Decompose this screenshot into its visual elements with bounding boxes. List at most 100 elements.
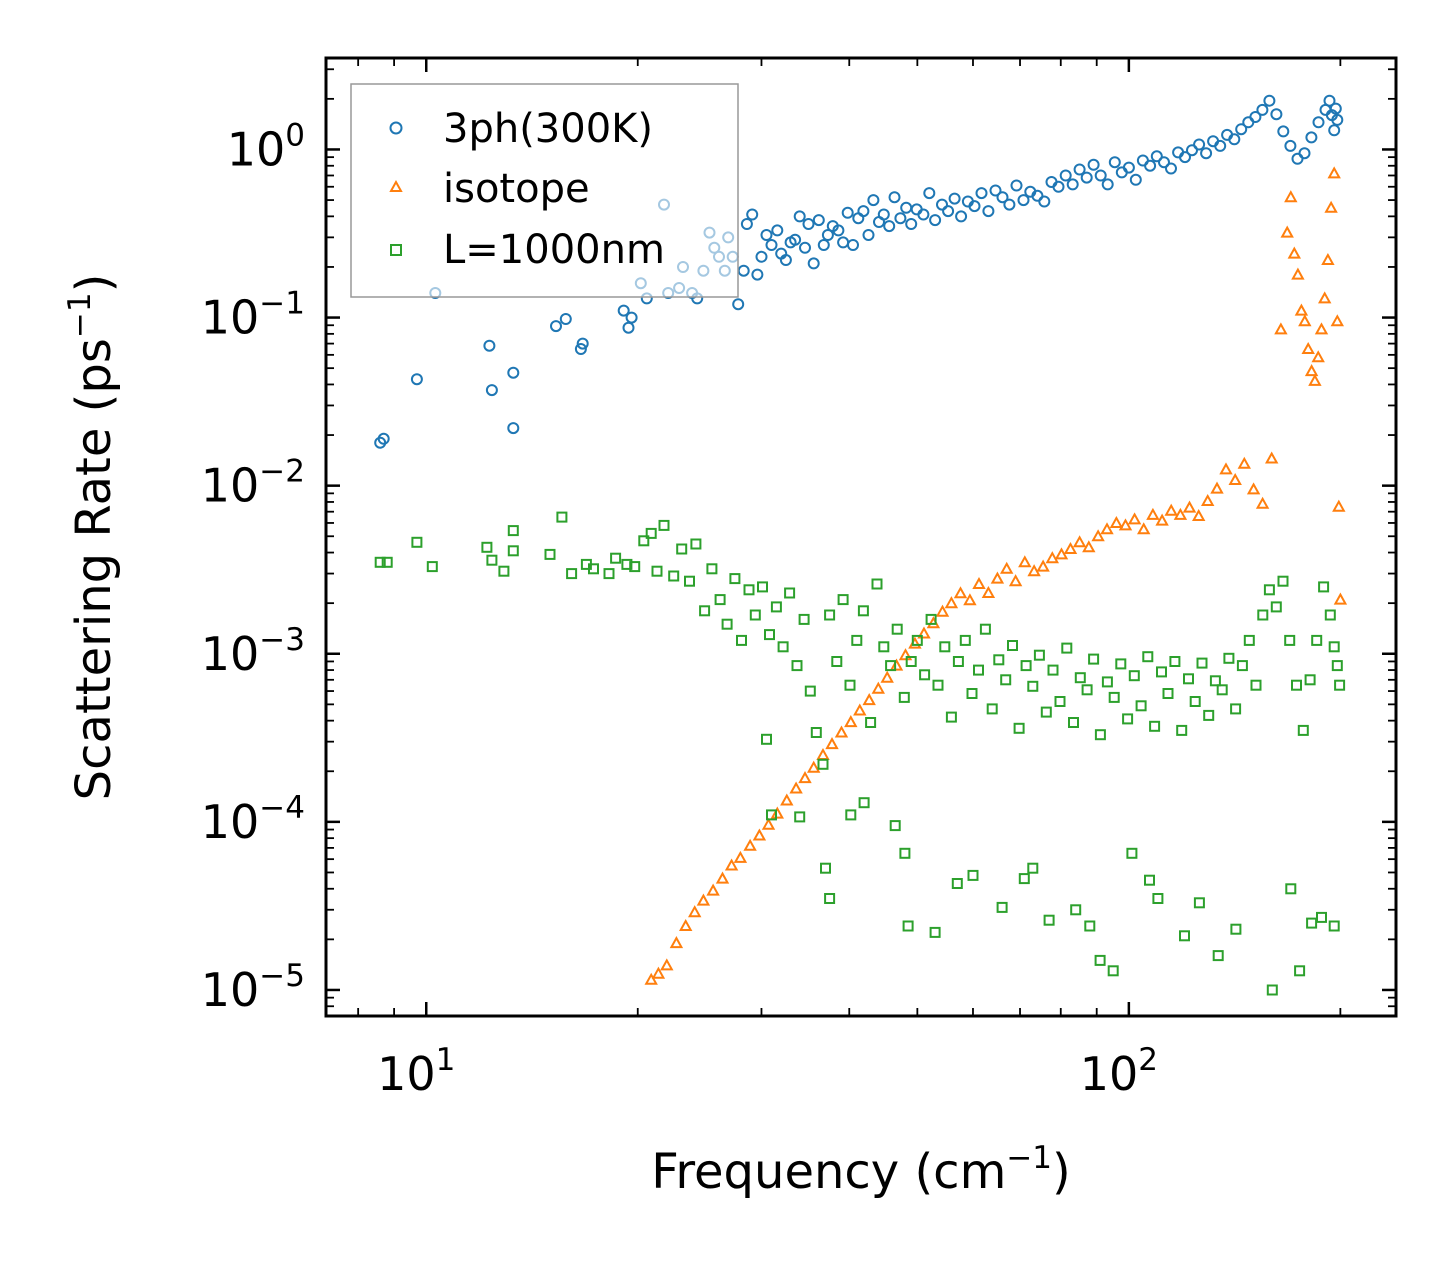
data-point xyxy=(751,268,764,281)
y-tick-label: 10−2 xyxy=(201,454,305,513)
data-point xyxy=(929,214,942,227)
data-point xyxy=(1073,163,1086,176)
data-point xyxy=(936,198,948,211)
data-point xyxy=(902,920,914,932)
data-point xyxy=(986,703,998,715)
data-point xyxy=(948,192,961,205)
data-point xyxy=(1118,518,1133,531)
data-point xyxy=(891,623,903,635)
x-axis-label: Frequency (cm−1) xyxy=(651,1140,1071,1200)
data-point xyxy=(507,545,519,557)
data-point xyxy=(1164,503,1178,516)
data-point xyxy=(481,541,493,553)
data-point xyxy=(832,224,845,237)
data-point xyxy=(411,536,423,548)
data-point xyxy=(1265,451,1279,464)
data-point xyxy=(1209,675,1221,687)
data-point xyxy=(706,883,720,896)
data-point xyxy=(1203,709,1215,721)
data-point xyxy=(1162,688,1174,699)
data-point xyxy=(1087,158,1100,171)
data-point xyxy=(857,605,869,617)
data-point xyxy=(733,850,748,863)
data-point xyxy=(498,565,510,577)
data-point xyxy=(770,601,782,613)
data-point xyxy=(791,660,803,672)
data-point xyxy=(779,254,792,266)
data-point xyxy=(1312,116,1325,129)
data-point xyxy=(737,264,750,277)
data-point xyxy=(1094,729,1106,741)
data-point xyxy=(603,568,615,580)
data-point xyxy=(1146,507,1160,520)
data-point xyxy=(1277,575,1289,587)
data-point xyxy=(807,257,820,270)
data-point xyxy=(794,811,806,823)
data-point xyxy=(1193,897,1205,909)
data-point xyxy=(834,725,849,738)
data-point xyxy=(1277,125,1290,138)
data-point xyxy=(1285,883,1297,895)
data-point xyxy=(996,191,1009,204)
data-point xyxy=(867,194,880,207)
data-point xyxy=(911,634,923,646)
data-point xyxy=(1329,102,1342,115)
data-point xyxy=(789,233,802,246)
data-point xyxy=(831,656,843,667)
legend-label-3ph: 3ph(300K) xyxy=(443,106,653,152)
data-point xyxy=(905,656,917,667)
data-point xyxy=(979,623,991,635)
data-point xyxy=(1216,684,1228,696)
data-point xyxy=(766,809,777,821)
data-point xyxy=(1045,551,1059,564)
data-point xyxy=(771,224,784,237)
data-point xyxy=(1201,493,1215,506)
data-point xyxy=(975,187,988,200)
data-point xyxy=(844,679,856,691)
data-point xyxy=(610,552,622,564)
legend-label-boundary: L=1000nm xyxy=(443,227,665,273)
data-point xyxy=(1284,634,1296,646)
data-point xyxy=(1018,555,1032,568)
data-point xyxy=(820,862,831,874)
data-point xyxy=(1284,190,1298,203)
data-point xyxy=(629,561,641,573)
data-point xyxy=(981,585,996,598)
data-point xyxy=(1196,657,1208,669)
data-point xyxy=(1249,111,1262,123)
data-point xyxy=(1040,706,1052,718)
data-point xyxy=(910,203,923,216)
data-point xyxy=(1126,847,1138,859)
data-point xyxy=(825,737,839,750)
data-point xyxy=(576,337,589,350)
data-point xyxy=(824,893,836,904)
data-point xyxy=(780,793,794,806)
data-point xyxy=(1210,481,1224,494)
data-point xyxy=(736,634,747,646)
data-point xyxy=(669,936,684,949)
data-point xyxy=(905,218,918,230)
data-point xyxy=(880,670,894,683)
data-point xyxy=(374,556,386,568)
data-point xyxy=(812,214,825,227)
data-point xyxy=(1228,133,1241,146)
data-point xyxy=(1017,194,1030,207)
data-point xyxy=(740,218,753,230)
data-point xyxy=(764,629,775,641)
data-point xyxy=(953,586,968,599)
data-point xyxy=(1214,139,1227,152)
data-point xyxy=(1122,713,1134,725)
data-point xyxy=(760,229,773,241)
data-point xyxy=(1294,303,1309,316)
data-point xyxy=(852,212,865,225)
data-point xyxy=(483,339,496,352)
data-point xyxy=(862,229,875,241)
data-point xyxy=(1149,720,1161,732)
data-point xyxy=(945,711,957,723)
data-point xyxy=(1318,291,1332,304)
data-point xyxy=(917,208,930,221)
data-point xyxy=(1000,674,1012,686)
data-point xyxy=(660,958,674,971)
data-point xyxy=(1183,673,1194,685)
data-point xyxy=(1333,592,1348,605)
